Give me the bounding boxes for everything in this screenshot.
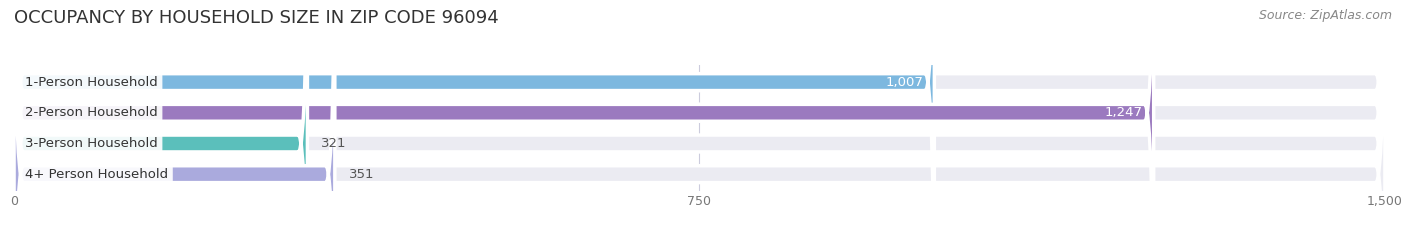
Text: 3-Person Household: 3-Person Household [25, 137, 157, 150]
Text: 1,247: 1,247 [1105, 106, 1143, 119]
Text: 2-Person Household: 2-Person Household [25, 106, 157, 119]
Text: 1-Person Household: 1-Person Household [25, 76, 157, 89]
FancyBboxPatch shape [14, 0, 1385, 233]
Text: 4+ Person Household: 4+ Person Household [25, 168, 169, 181]
FancyBboxPatch shape [14, 0, 1385, 233]
Text: 1,007: 1,007 [886, 76, 924, 89]
FancyBboxPatch shape [14, 0, 1385, 233]
Text: 321: 321 [321, 137, 347, 150]
FancyBboxPatch shape [14, 0, 1385, 233]
FancyBboxPatch shape [14, 0, 935, 233]
FancyBboxPatch shape [14, 0, 335, 233]
FancyBboxPatch shape [14, 0, 308, 233]
Text: OCCUPANCY BY HOUSEHOLD SIZE IN ZIP CODE 96094: OCCUPANCY BY HOUSEHOLD SIZE IN ZIP CODE … [14, 9, 499, 27]
Text: 351: 351 [349, 168, 374, 181]
Text: Source: ZipAtlas.com: Source: ZipAtlas.com [1258, 9, 1392, 22]
FancyBboxPatch shape [14, 0, 1154, 233]
